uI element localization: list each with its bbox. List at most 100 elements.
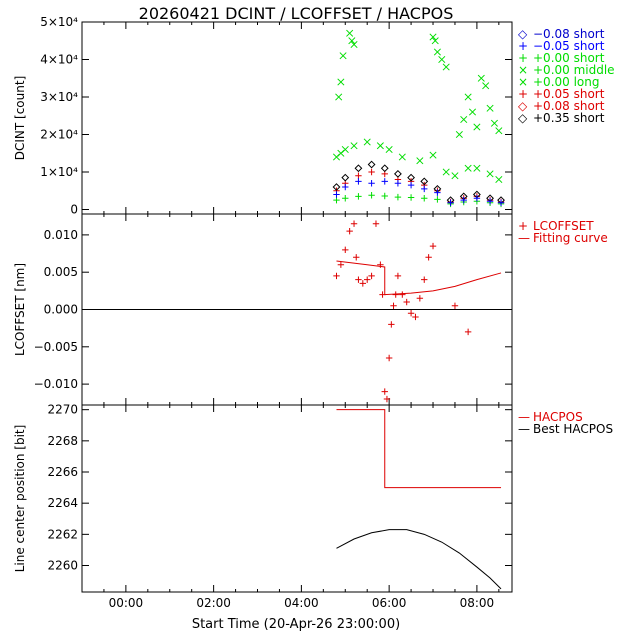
data-point xyxy=(363,138,371,146)
data-point xyxy=(372,220,380,227)
data-point xyxy=(337,78,345,86)
data-point xyxy=(364,276,371,283)
y-tick-label: 5×10⁴ xyxy=(40,15,78,29)
data-point xyxy=(342,183,349,191)
hacpos-y-label: Line center position [bit] xyxy=(13,425,27,573)
data-point xyxy=(464,164,472,172)
legend-marker: × xyxy=(518,75,528,89)
dcint-frame xyxy=(81,21,513,215)
fitting-curve xyxy=(336,260,502,296)
data-point xyxy=(376,142,384,150)
data-point xyxy=(388,321,395,328)
legend-marker: ◇ xyxy=(518,27,528,41)
y-tick-label: 0.000 xyxy=(44,303,78,317)
legend-label: −0.08 short xyxy=(533,27,605,41)
hacpos-line xyxy=(336,409,502,489)
y-tick-label: 2262 xyxy=(47,527,78,541)
legend-label: +0.05 short xyxy=(533,87,605,101)
data-point xyxy=(394,272,402,280)
lcoffset-panel: −0.010 −0.005 0.000 0.005 0.010 LCOFFSET [nm]… xyxy=(13,213,608,406)
legend-label: +0.00 long xyxy=(533,75,600,89)
series--0-00-short xyxy=(333,192,505,208)
data-point xyxy=(495,127,503,135)
data-point xyxy=(341,145,349,154)
data-point xyxy=(368,180,375,187)
lcoffset-y-label: LCOFFSET [nm] xyxy=(13,263,27,356)
data-point xyxy=(339,52,347,60)
legend-label: Fitting curve xyxy=(533,231,608,245)
data-point xyxy=(394,193,402,201)
data-point xyxy=(451,302,459,309)
data-point xyxy=(421,195,428,202)
data-point xyxy=(464,93,472,101)
data-point xyxy=(346,29,354,37)
data-point xyxy=(368,192,375,199)
data-point xyxy=(337,261,345,268)
data-point xyxy=(438,55,446,64)
legend-marker: + xyxy=(518,219,528,233)
y-tick-label: 2268 xyxy=(47,434,78,448)
data-point xyxy=(482,82,490,90)
x-tick-label: 00:00 xyxy=(109,596,144,610)
data-point xyxy=(381,388,388,395)
data-point xyxy=(434,196,441,203)
legend-marker: — xyxy=(518,410,530,424)
data-point xyxy=(341,173,350,182)
data-point xyxy=(335,93,343,101)
data-point xyxy=(431,37,439,45)
data-point xyxy=(350,142,358,150)
data-point xyxy=(368,168,375,176)
data-point xyxy=(477,74,485,82)
series--0-05-short xyxy=(333,168,505,206)
best-hacpos-line xyxy=(336,529,502,590)
x-axis-label: Start Time (20-Apr-26 23:00:00) xyxy=(192,617,400,632)
data-point xyxy=(390,302,397,309)
x-tick-label: 02:00 xyxy=(196,596,231,610)
y-tick-label: −0.010 xyxy=(34,377,78,391)
data-point xyxy=(434,189,441,196)
legend-marker: ◇ xyxy=(518,111,528,125)
data-point xyxy=(416,157,424,165)
data-point xyxy=(460,115,468,124)
series--0-00-long xyxy=(335,29,503,139)
data-point xyxy=(380,164,389,173)
hacpos-frame xyxy=(81,404,513,593)
legend-marker: + xyxy=(518,87,528,101)
data-point xyxy=(342,195,349,202)
y-tick-label: 0 xyxy=(70,203,78,217)
data-point xyxy=(342,246,349,254)
legend-marker: + xyxy=(518,39,528,53)
data-point xyxy=(429,151,437,159)
data-point xyxy=(486,198,494,205)
data-point xyxy=(381,192,388,200)
y-tick-label: 3×10⁴ xyxy=(40,90,78,104)
data-point xyxy=(407,310,415,317)
data-point xyxy=(383,395,391,403)
x-tick-label: 06:00 xyxy=(372,596,407,610)
data-point xyxy=(355,276,362,283)
data-point xyxy=(421,276,428,283)
dcint-panel: 0 1×10⁴ 2×10⁴ 3×10⁴ 4×10⁴ 5×10⁴ DCINT [count] ◇… xyxy=(13,15,615,217)
legend-label: +0.00 middle xyxy=(533,63,615,77)
data-point xyxy=(350,220,358,227)
data-point xyxy=(412,313,419,321)
y-tick-label: −0.005 xyxy=(34,340,78,354)
data-point xyxy=(486,104,494,112)
data-point xyxy=(486,170,494,178)
data-point xyxy=(429,242,437,250)
legend-label: −0.05 short xyxy=(533,39,605,53)
data-point xyxy=(473,123,481,131)
y-tick-label: 2266 xyxy=(47,465,78,479)
data-point xyxy=(451,172,459,180)
y-tick-label: 2×10⁴ xyxy=(40,128,78,142)
data-point xyxy=(333,196,340,204)
data-point xyxy=(464,328,472,336)
y-tick-label: 2260 xyxy=(47,559,78,573)
data-point xyxy=(332,183,341,191)
data-point xyxy=(442,168,450,176)
data-point xyxy=(442,63,450,71)
data-point xyxy=(354,164,363,173)
data-point xyxy=(385,354,393,362)
data-point xyxy=(403,298,410,306)
